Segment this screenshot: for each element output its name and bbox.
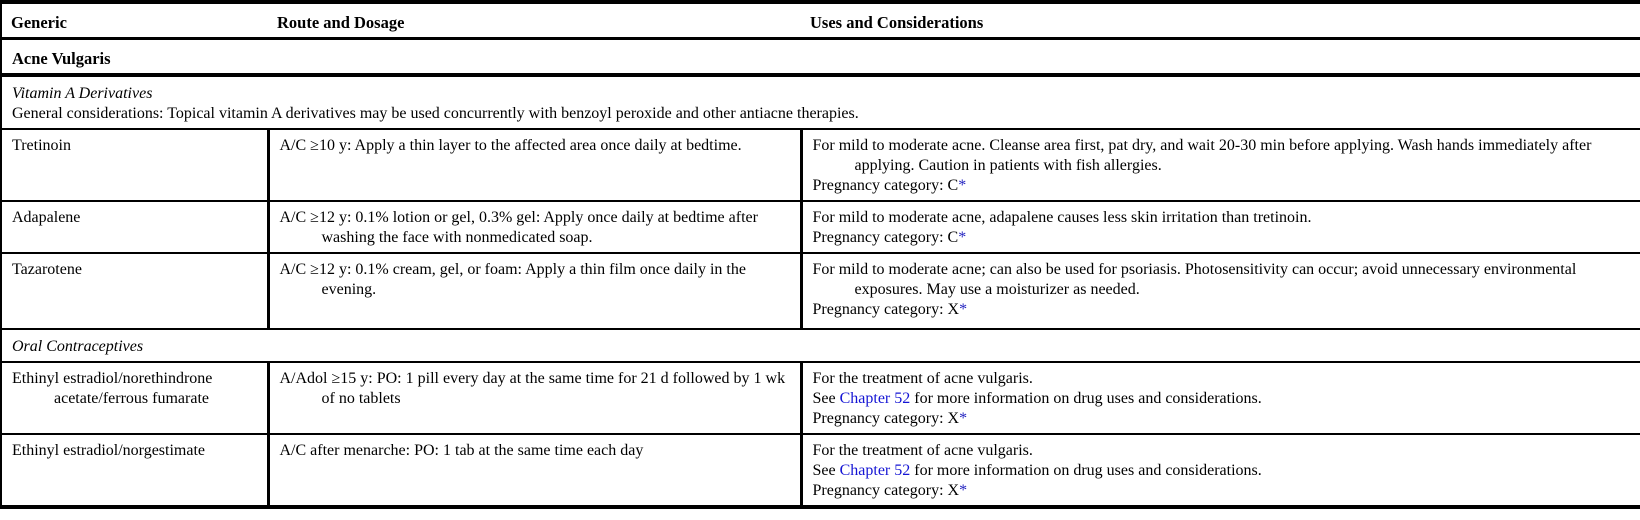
drug-row-adapalene: Adapalene A/C ≥12 y: 0.1% lotion or gel,… xyxy=(1,201,1640,254)
uses-cell: For mild to moderate acne. Cleanse area … xyxy=(799,129,1640,202)
drug-row-ethinyl-estradiol-norgestimate: Ethinyl estradiol/norgestimate A/C after… xyxy=(1,434,1640,508)
generic-cell: Ethinyl estradiol/norgestimate xyxy=(1,434,268,508)
see-prefix-text: See xyxy=(812,390,840,407)
see-suffix-text: for more information on drug uses and co… xyxy=(910,462,1262,479)
footnote-asterisk: * xyxy=(959,482,968,499)
see-chapter-line: See Chapter 52 for more information on d… xyxy=(813,461,1629,481)
dosage-text: A/C ≥12 y: 0.1% lotion or gel, 0.3% gel:… xyxy=(279,209,758,246)
dosage-text: A/C ≥10 y: Apply a thin layer to the aff… xyxy=(279,137,742,154)
pregnancy-category-text: Pregnancy category: X xyxy=(812,482,960,499)
pregnancy-category-line: Pregnancy category: X* xyxy=(813,300,1629,320)
group-title: Oral Contraceptives xyxy=(12,338,144,355)
drug-reference-table: Generic Route and Dosage Uses and Consid… xyxy=(0,0,1640,509)
footnote-asterisk: * xyxy=(959,301,968,318)
group-row-oral-contraceptives: Oral Contraceptives xyxy=(1,329,1640,363)
footnote-asterisk: * xyxy=(958,229,967,246)
uses-cell: For the treatment of acne vulgaris. See … xyxy=(799,362,1640,435)
uses-cell: For the treatment of acne vulgaris. See … xyxy=(799,434,1640,508)
dosage-text: A/C ≥12 y: 0.1% cream, gel, or foam: App… xyxy=(279,261,746,298)
generic-name: Tazarotene xyxy=(12,261,82,278)
generic-name: Adapalene xyxy=(12,209,81,226)
pregnancy-category-line: Pregnancy category: C* xyxy=(813,228,1629,248)
header-row: Generic Route and Dosage Uses and Consid… xyxy=(1,2,1640,40)
see-suffix-text: for more information on drug uses and co… xyxy=(910,390,1262,407)
footnote-asterisk: * xyxy=(959,410,968,427)
generic-name: Tretinoin xyxy=(12,137,71,154)
generic-cell: Tretinoin xyxy=(1,129,268,202)
generic-cell: Adapalene xyxy=(1,201,268,254)
section-row-acne-vulgaris: Acne Vulgaris xyxy=(1,38,1640,77)
pregnancy-category-text: Pregnancy category: X xyxy=(812,410,960,427)
section-title: Acne Vulgaris xyxy=(1,38,1640,77)
chapter-52-link[interactable]: Chapter 52 xyxy=(839,390,911,407)
see-prefix-text: See xyxy=(812,462,840,479)
dosage-text: A/Adol ≥15 y: PO: 1 pill every day at th… xyxy=(279,370,786,407)
pregnancy-category-text: Pregnancy category: C xyxy=(812,229,959,246)
dosage-cell: A/Adol ≥15 y: PO: 1 pill every day at th… xyxy=(266,362,801,435)
use-text: For mild to moderate acne, adapalene cau… xyxy=(812,209,1312,226)
drug-row-tazarotene: Tazarotene A/C ≥12 y: 0.1% cream, gel, o… xyxy=(1,253,1640,330)
generic-name: Ethinyl estradiol/norgestimate xyxy=(12,442,205,459)
generic-cell: Ethinyl estradiol/norethindrone acetate/… xyxy=(1,362,268,435)
use-text: For mild to moderate acne; can also be u… xyxy=(812,261,1577,298)
group-row-vitamin-a-derivatives: Vitamin A Derivatives General considerat… xyxy=(1,75,1640,130)
drug-row-ethinyl-estradiol-norethindrone: Ethinyl estradiol/norethindrone acetate/… xyxy=(1,362,1640,435)
pregnancy-category-line: Pregnancy category: X* xyxy=(813,409,1629,429)
pregnancy-category-text: Pregnancy category: X xyxy=(812,301,960,318)
dosage-cell: A/C ≥12 y: 0.1% lotion or gel, 0.3% gel:… xyxy=(266,201,801,254)
dosage-text: A/C after menarche: PO: 1 tab at the sam… xyxy=(279,442,644,459)
dosage-cell: A/C after menarche: PO: 1 tab at the sam… xyxy=(266,434,801,508)
use-text: For the treatment of acne vulgaris. xyxy=(812,442,1033,459)
use-text: For mild to moderate acne. Cleanse area … xyxy=(812,137,1592,174)
generic-cell: Tazarotene xyxy=(1,253,268,330)
drug-row-tretinoin: Tretinoin A/C ≥10 y: Apply a thin layer … xyxy=(1,129,1640,202)
group-cell: Oral Contraceptives xyxy=(1,329,1640,363)
use-text: For the treatment of acne vulgaris. xyxy=(812,370,1033,387)
pregnancy-category-text: Pregnancy category: C xyxy=(812,177,959,194)
uses-cell: For mild to moderate acne; can also be u… xyxy=(799,253,1640,330)
group-general-considerations: General considerations: Topical vitamin … xyxy=(12,105,859,122)
dosage-cell: A/C ≥10 y: Apply a thin layer to the aff… xyxy=(266,129,801,202)
dosage-cell: A/C ≥12 y: 0.1% cream, gel, or foam: App… xyxy=(266,253,801,330)
uses-cell: For mild to moderate acne, adapalene cau… xyxy=(799,201,1640,254)
generic-name: Ethinyl estradiol/norethindrone acetate/… xyxy=(12,370,213,407)
footnote-asterisk: * xyxy=(958,177,967,194)
pregnancy-category-line: Pregnancy category: C* xyxy=(813,176,1629,196)
group-title: Vitamin A Derivatives xyxy=(12,85,153,102)
column-header-generic: Generic xyxy=(1,2,268,40)
see-chapter-line: See Chapter 52 for more information on d… xyxy=(813,389,1629,409)
pregnancy-category-line: Pregnancy category: X* xyxy=(813,481,1629,501)
column-header-route-dosage: Route and Dosage xyxy=(268,2,801,40)
chapter-52-link[interactable]: Chapter 52 xyxy=(839,462,911,479)
group-cell: Vitamin A Derivatives General considerat… xyxy=(1,75,1640,130)
column-header-uses-considerations: Uses and Considerations xyxy=(801,2,1640,40)
